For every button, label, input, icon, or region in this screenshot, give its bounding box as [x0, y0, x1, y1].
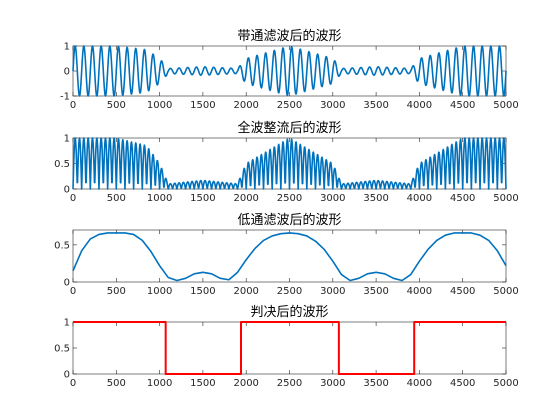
x-tick-label: 500 — [107, 286, 126, 297]
x-tick-label: 2000 — [233, 286, 258, 297]
subplot-rectified: 全波整流后的波形 0 500 1000 1500 2000 2500 3000 3500 4000… — [54, 120, 519, 204]
x-tick-label: 4500 — [450, 193, 475, 204]
x-tick-label: 3500 — [363, 193, 388, 204]
x-tick-label: 3000 — [320, 286, 345, 297]
x-tick-label: 1000 — [147, 100, 172, 111]
x-tick-label: 3000 — [320, 378, 345, 389]
x-tick-label: 0 — [70, 193, 76, 204]
x-tick-label: 2000 — [233, 100, 258, 111]
x-tick-label: 3000 — [320, 100, 345, 111]
x-tick-label: 5000 — [493, 378, 518, 389]
x-tick-label: 1000 — [147, 286, 172, 297]
x-tick-label: 0 — [70, 378, 76, 389]
chart-title: 全波整流后的波形 — [237, 120, 341, 136]
x-tick-label: 2000 — [233, 193, 258, 204]
x-tick-label: 2500 — [277, 378, 302, 389]
x-tick-label: 1500 — [190, 378, 215, 389]
series-line — [73, 321, 506, 375]
x-tick-label: 1000 — [147, 378, 172, 389]
x-tick-label: 4000 — [407, 286, 432, 297]
y-tick-label: 0.5 — [54, 344, 70, 355]
x-tick-label: 500 — [107, 378, 126, 389]
axes-frame — [72, 321, 507, 375]
x-tick-label: 0 — [70, 100, 76, 111]
x-tick-label: 2500 — [277, 286, 302, 297]
chart-title: 低通滤波后的波形 — [237, 212, 341, 228]
x-tick-label: 4500 — [450, 100, 475, 111]
x-tick-label: 3500 — [363, 378, 388, 389]
x-tick-label: 5000 — [493, 100, 518, 111]
subplot-lowpass: 低通滤波后的波形 0 500 1000 1500 2000 2500 3000 3500 4000… — [54, 212, 519, 297]
y-tick-label: 1 — [64, 42, 70, 53]
series-line — [72, 232, 507, 282]
y-tick-label: -1 — [60, 92, 70, 103]
chart-title: 判决后的波形 — [250, 304, 328, 320]
x-tick-label: 500 — [107, 193, 126, 204]
x-tick-label: 4000 — [407, 100, 432, 111]
series-line — [72, 45, 507, 97]
x-tick-label: 1500 — [190, 286, 215, 297]
x-tick-label: 4500 — [450, 286, 475, 297]
x-tick-label: 2000 — [233, 378, 258, 389]
x-tick-label: 5000 — [493, 286, 518, 297]
series-line — [72, 137, 507, 190]
subplot-decision: 判决后的波形 0 500 1000 1500 2000 2500 3000 3500 4000 45… — [54, 304, 519, 389]
x-tick-label: 3000 — [320, 193, 345, 204]
subplot-bandpass: 带通滤波后的波形 0 500 1000 1500 2000 2500 3000 3500 4000… — [60, 28, 519, 111]
y-tick-label: 0 — [64, 67, 70, 78]
y-tick-label: 0 — [64, 278, 70, 289]
x-tick-label: 5000 — [493, 193, 518, 204]
x-tick-label: 4500 — [450, 378, 475, 389]
x-tick-label: 2500 — [277, 100, 302, 111]
x-tick-label: 4000 — [407, 378, 432, 389]
x-tick-label: 1000 — [147, 193, 172, 204]
x-tick-label: 1500 — [190, 100, 215, 111]
x-tick-label: 1500 — [190, 193, 215, 204]
axes-frame — [72, 229, 507, 283]
y-tick-label: 1 — [64, 134, 70, 145]
x-tick-label: 0 — [70, 286, 76, 297]
x-tick-label: 2500 — [277, 193, 302, 204]
x-tick-label: 4000 — [407, 193, 432, 204]
x-tick-label: 3500 — [363, 100, 388, 111]
x-tick-label: 3500 — [363, 286, 388, 297]
y-tick-label: 0 — [64, 370, 70, 381]
chart-title: 带通滤波后的波形 — [237, 28, 341, 44]
y-tick-label: 1 — [64, 318, 70, 329]
y-tick-label: 0.5 — [54, 240, 70, 251]
y-tick-label: 0.5 — [54, 159, 70, 170]
x-tick-label: 500 — [107, 100, 126, 111]
y-tick-label: 0 — [64, 185, 70, 196]
